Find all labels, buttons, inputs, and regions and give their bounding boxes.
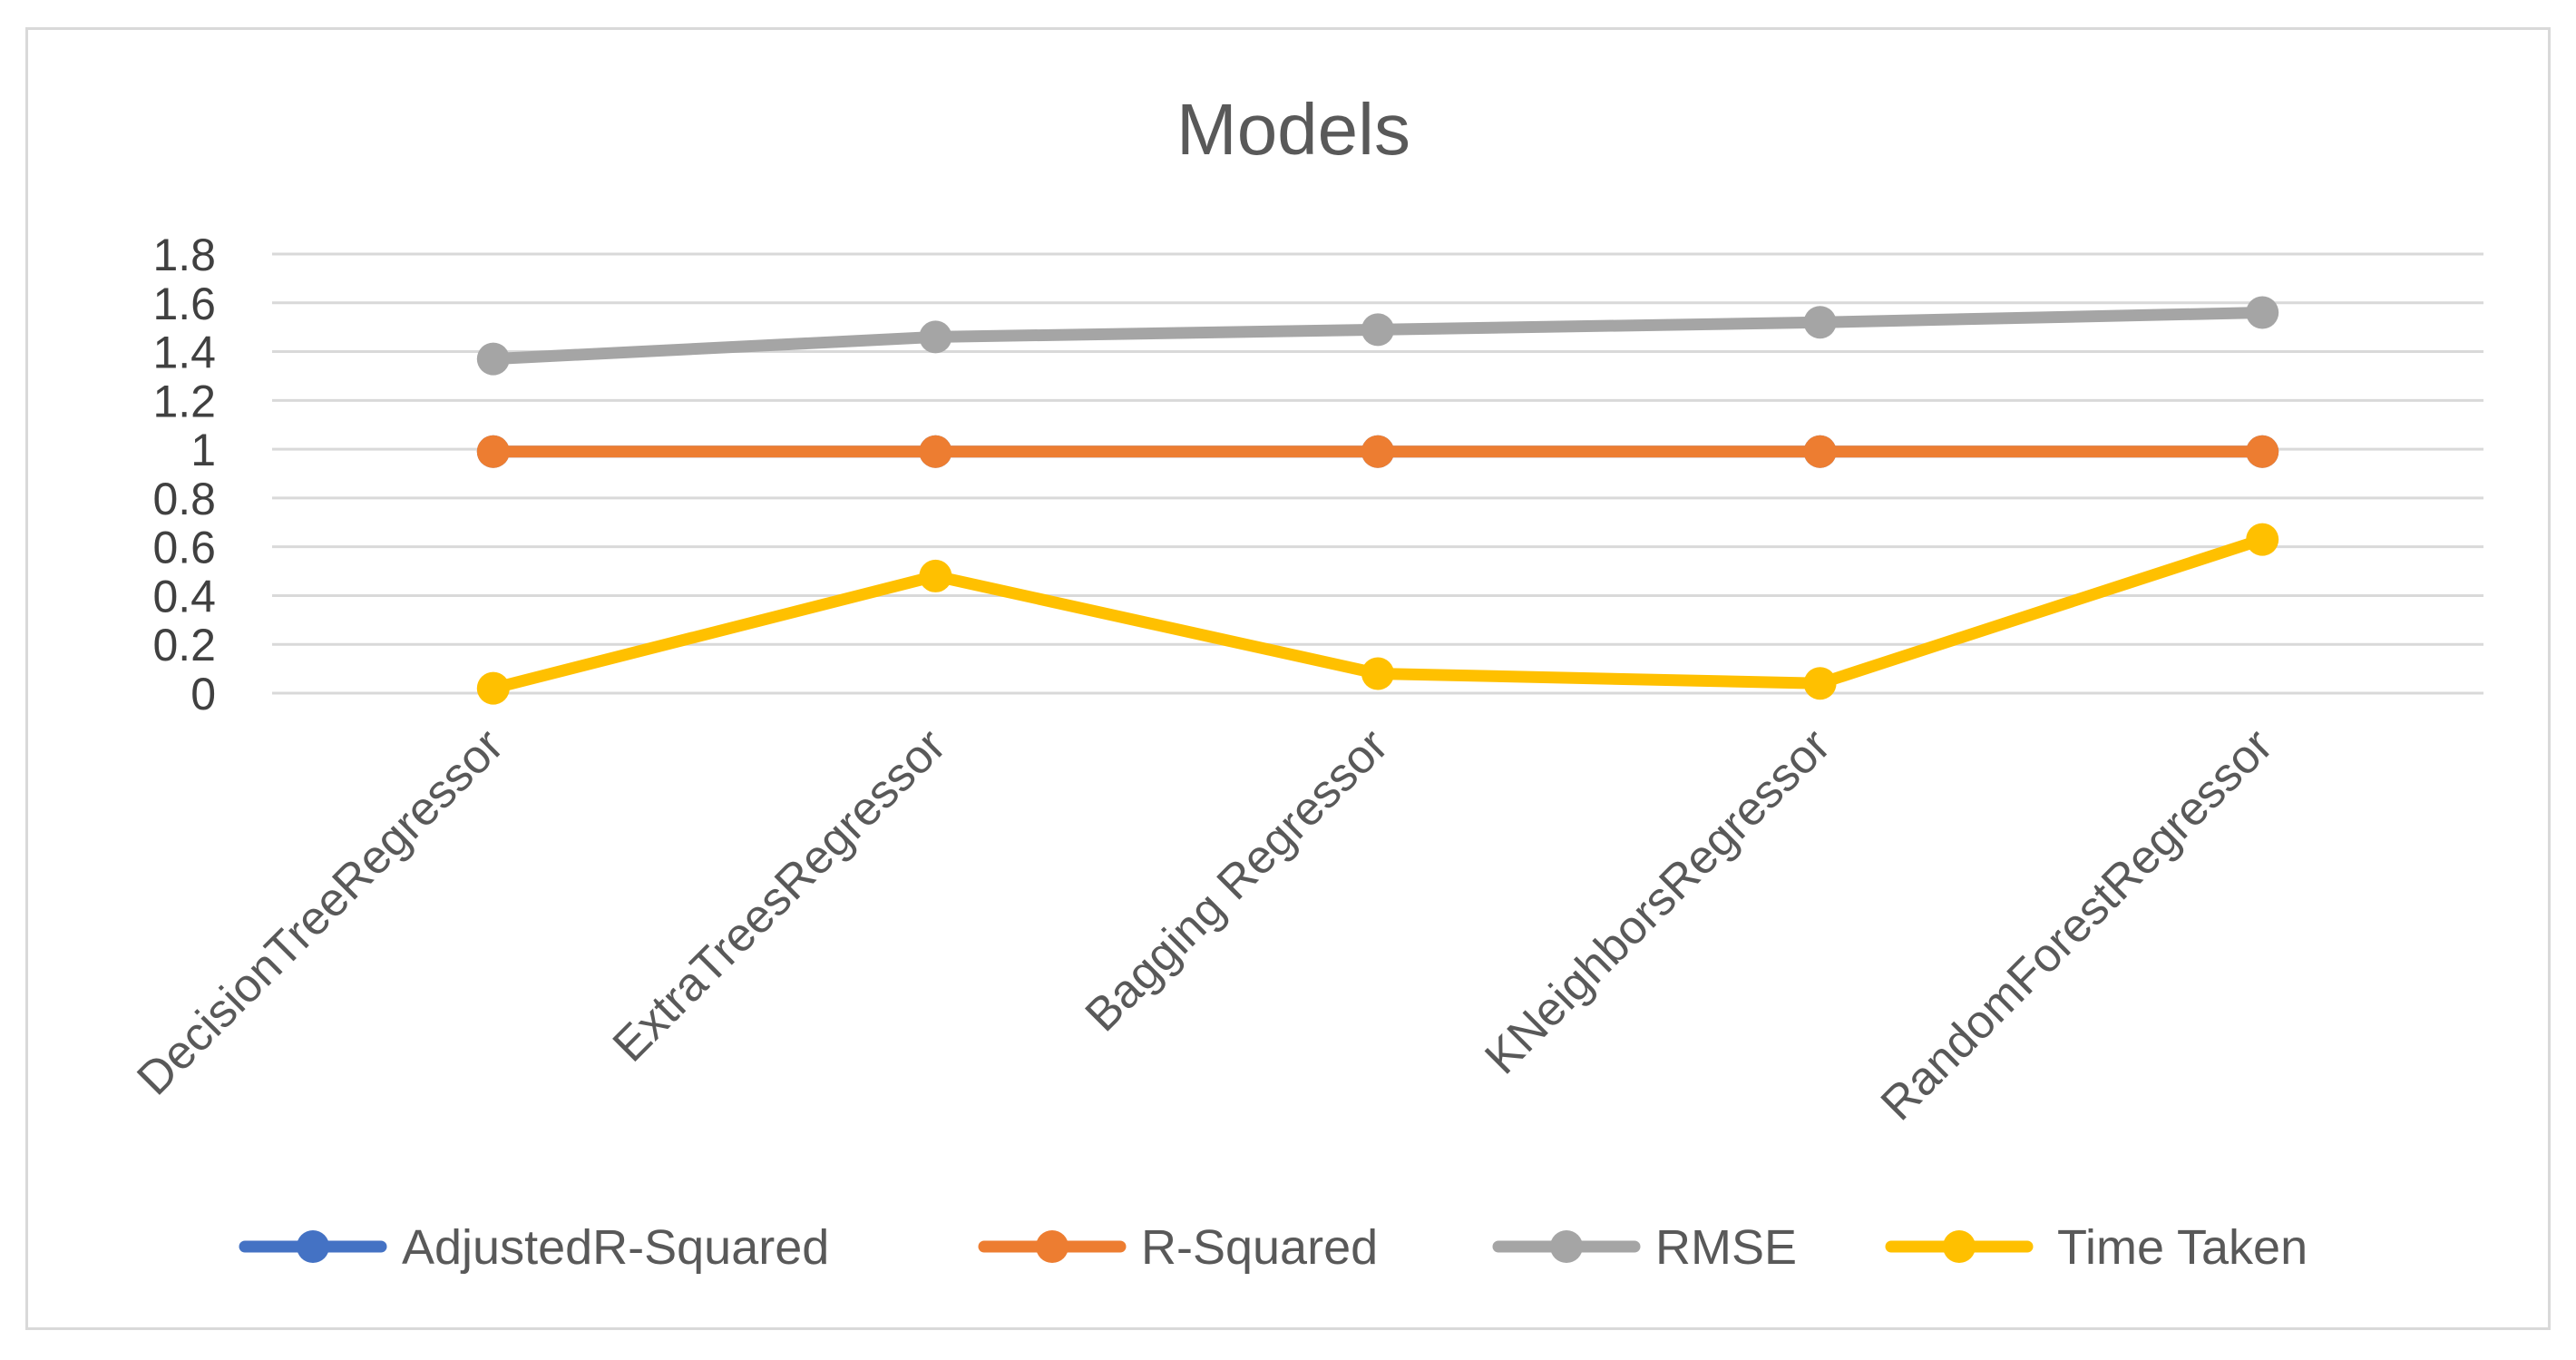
series-lines [476,296,2279,705]
data-point [1803,667,1837,700]
legend-label: Time Taken [2057,1220,2308,1275]
legend-item: Time Taken [1885,1220,2308,1275]
chart-title: Models [1176,89,1410,170]
legend-swatch-marker [1550,1230,1583,1263]
y-axis-tick-labels: 00.20.40.60.811.21.41.61.8 [152,230,216,719]
y-tick-label: 0.4 [152,571,216,621]
data-point [1361,313,1394,347]
data-point [1803,435,1837,468]
data-point [919,320,952,354]
x-axis-category-labels: DecisionTreeRegressor ExtraTreesRegressor… [127,719,2282,1130]
legend-label: RMSE [1655,1220,1797,1275]
legend-swatch-marker [1943,1230,1976,1263]
y-tick-label: 0.6 [152,523,216,573]
y-tick-label: 0 [190,669,216,719]
data-point [1361,657,1394,690]
series-3 [476,523,2279,705]
x-category-label: Bagging Regressor [1076,719,1399,1042]
data-point [476,671,510,705]
legend-item: R-Squared [978,1220,1378,1275]
y-tick-label: 0.8 [152,474,216,524]
data-point [1803,306,1837,339]
legend-swatch-marker [297,1230,329,1263]
data-point [1361,435,1394,468]
legend: AdjustedR-Squared R-Squared RMSE Time Taken [239,1220,2308,1275]
x-category-label: ExtraTreesRegressor [603,719,956,1071]
legend-label: R-Squared [1141,1220,1378,1275]
x-category-label: KNeighborsRegressor [1475,719,1840,1084]
data-point [2246,435,2279,468]
y-tick-label: 1 [190,425,216,475]
data-point [476,435,510,468]
x-category-label: DecisionTreeRegressor [127,719,513,1105]
y-tick-label: 1.4 [152,328,216,378]
series-1 [476,435,2279,468]
data-point [476,342,510,376]
series-2 [476,296,2279,376]
y-tick-label: 1.6 [152,279,216,329]
data-point [919,435,952,468]
legend-label: AdjustedR-Squared [402,1220,829,1275]
y-tick-label: 1.2 [152,376,216,426]
data-point [2246,296,2279,329]
legend-item: RMSE [1492,1220,1797,1275]
legend-swatch-marker [1036,1230,1068,1263]
y-tick-label: 1.8 [152,230,216,280]
legend-item: AdjustedR-Squared [239,1220,829,1275]
data-point [2246,523,2279,556]
x-category-label: RandomForestRegressor [1871,719,2283,1130]
data-point [919,559,952,592]
chart-frame [25,27,2551,1330]
y-tick-label: 0.2 [152,620,216,670]
